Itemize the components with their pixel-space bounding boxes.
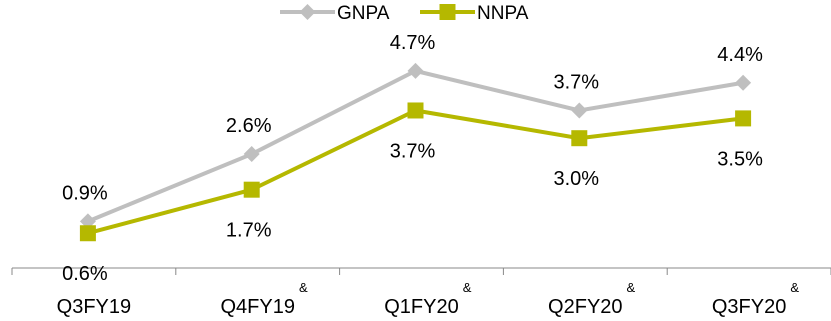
data-point-nnpa — [571, 130, 588, 147]
data-label-nnpa: 3.0% — [554, 168, 600, 190]
data-label-gnpa: 0.9% — [62, 182, 108, 204]
x-tick-superscript: & — [790, 280, 799, 295]
data-point-nnpa — [735, 110, 752, 127]
data-labels: 0.9% 2.6% 4.7% 3.7% 4.4% 0.6% 1.7% 3.7% 3.0% 3.5% — [62, 32, 763, 285]
x-tick-label: Q4FY19 — [220, 296, 294, 318]
x-tick-superscript: & — [463, 280, 472, 295]
x-tick-label: Q1FY20 — [384, 296, 458, 318]
data-label-gnpa: 2.6% — [226, 115, 272, 137]
x-tick-superscript: & — [627, 280, 636, 295]
data-point-gnpa — [571, 102, 588, 119]
legend-swatch-marker — [439, 4, 456, 20]
data-point-nnpa — [407, 102, 424, 119]
data-label-gnpa: 3.7% — [554, 71, 600, 93]
data-point-gnpa — [243, 146, 260, 163]
data-label-nnpa: 3.5% — [717, 148, 763, 170]
x-tick-label: Q3FY19 — [57, 296, 131, 318]
data-label-nnpa: 3.7% — [390, 140, 436, 162]
legend-swatch-marker — [299, 4, 316, 20]
data-label-nnpa: 1.7% — [226, 220, 272, 242]
data-label-nnpa: 0.6% — [62, 263, 108, 285]
data-label-gnpa: 4.4% — [717, 44, 763, 66]
series-line-nnpa — [87, 108, 744, 236]
data-point-gnpa — [735, 74, 752, 91]
x-axis: Q3FY19 Q4FY19&Q1FY20&Q2FY20&Q3FY20& — [11, 267, 831, 318]
legend-label: GNPA — [337, 3, 390, 24]
data-label-gnpa: 4.7% — [390, 32, 436, 54]
x-tick-label: Q3FY20 — [712, 296, 786, 318]
data-point-nnpa — [79, 225, 96, 242]
chart-legend: GNPA NNPA — [280, 3, 529, 24]
series-lines — [79, 62, 752, 242]
x-tick-superscript: & — [299, 280, 308, 295]
x-tick-label: Q2FY20 — [548, 296, 622, 318]
legend-label: NNPA — [477, 3, 529, 24]
data-point-gnpa — [407, 62, 424, 79]
data-point-nnpa — [243, 181, 260, 198]
